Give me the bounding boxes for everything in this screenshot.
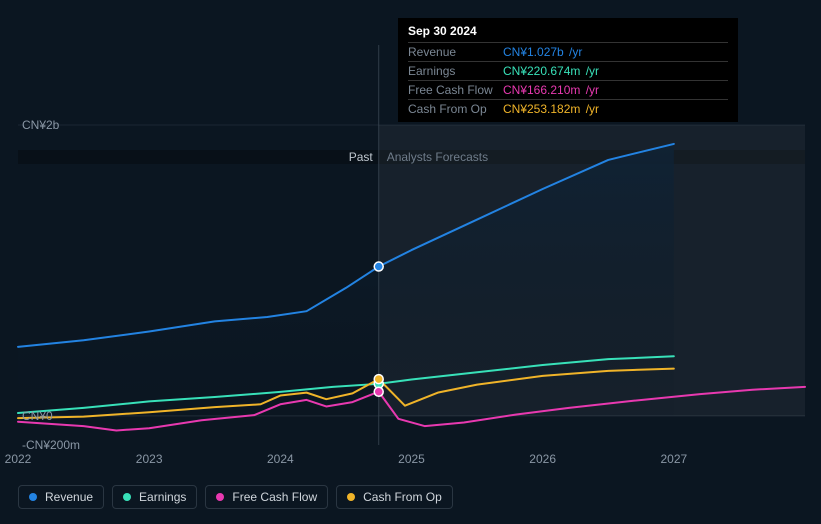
forecast-label: Analysts Forecasts [387,150,488,164]
hover-tooltip: Sep 30 2024 RevenueCN¥1.027b /yrEarnings… [398,18,738,122]
x-axis-label: 2024 [267,452,294,466]
legend-dot-icon [29,493,37,501]
x-axis-label: 2022 [5,452,32,466]
legend-item-label: Earnings [139,490,186,504]
x-axis-label: 2023 [136,452,163,466]
tooltip-row: Free Cash FlowCN¥166.210m /yr [408,81,728,100]
tooltip-row-label: Revenue [408,43,503,62]
legend: Revenue Earnings Free Cash Flow Cash From O… [18,485,453,509]
y-axis-label: CN¥0 [22,409,53,423]
tooltip-row-label: Free Cash Flow [408,81,503,100]
legend-dot-icon [347,493,355,501]
past-label: Past [349,150,373,164]
tooltip-table: RevenueCN¥1.027b /yrEarningsCN¥220.674m … [408,42,728,118]
tooltip-row-value: CN¥253.182m /yr [503,100,728,119]
tooltip-row: RevenueCN¥1.027b /yr [408,43,728,62]
x-axis-label: 2026 [529,452,556,466]
tooltip-row-label: Earnings [408,62,503,81]
x-axis-label: 2025 [398,452,425,466]
y-axis-label: -CN¥200m [22,438,80,452]
legend-item-cash-from-op[interactable]: Cash From Op [336,485,453,509]
legend-dot-icon [123,493,131,501]
financial-forecast-chart: CN¥2b CN¥0 -CN¥200m 2022 2023 2024 2025 2026 20… [0,0,821,524]
legend-item-label: Cash From Op [363,490,442,504]
legend-item-revenue[interactable]: Revenue [18,485,104,509]
tooltip-row-value: CN¥1.027b /yr [503,43,728,62]
legend-item-label: Revenue [45,490,93,504]
tooltip-row-label: Cash From Op [408,100,503,119]
tooltip-row-value: CN¥166.210m /yr [503,81,728,100]
tooltip-row: Cash From OpCN¥253.182m /yr [408,100,728,119]
legend-dot-icon [216,493,224,501]
y-axis-label: CN¥2b [22,118,59,132]
x-axis-label: 2027 [660,452,687,466]
legend-item-earnings[interactable]: Earnings [112,485,197,509]
legend-item-free-cash-flow[interactable]: Free Cash Flow [205,485,328,509]
legend-item-label: Free Cash Flow [232,490,317,504]
tooltip-date: Sep 30 2024 [408,24,728,38]
tooltip-row: EarningsCN¥220.674m /yr [408,62,728,81]
tooltip-row-value: CN¥220.674m /yr [503,62,728,81]
